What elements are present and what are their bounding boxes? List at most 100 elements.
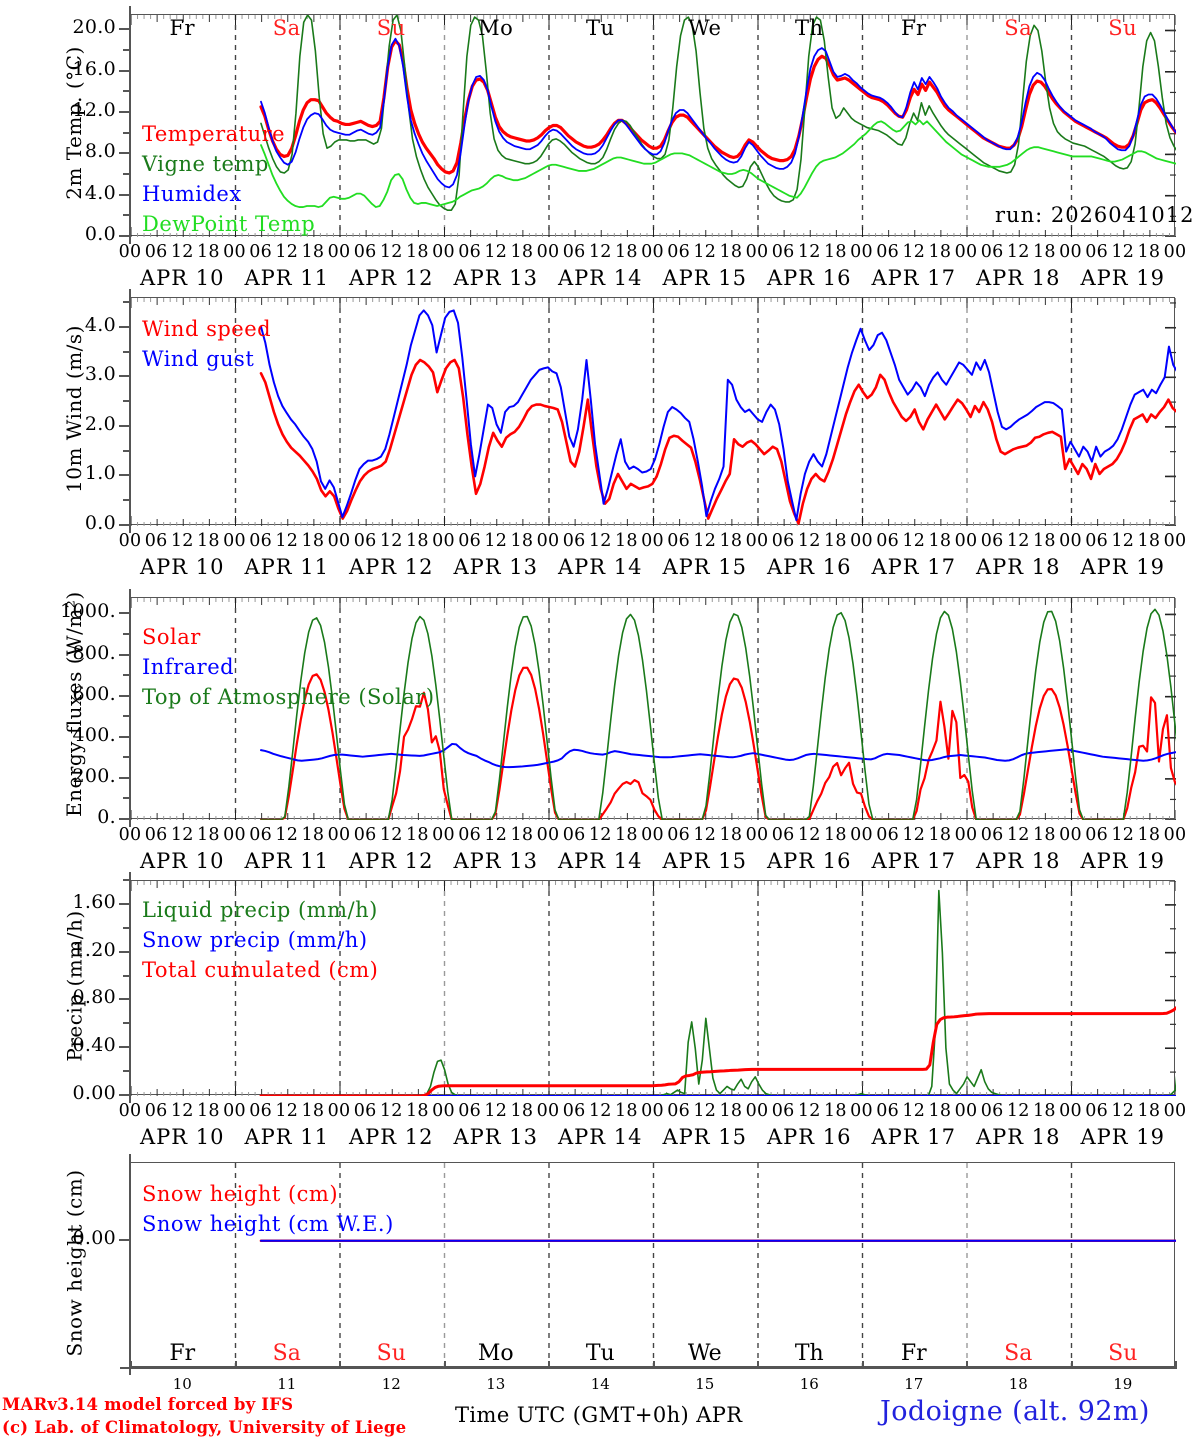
day-number: 11 (277, 1375, 297, 1393)
y-minor-tick (123, 1094, 130, 1096)
hour-label: 18 (196, 531, 220, 551)
hour-label: 06 (876, 1101, 900, 1121)
hour-label: 12 (588, 242, 612, 262)
day-label: APR 15 (662, 849, 748, 873)
hour-label: 18 (301, 242, 325, 262)
bottom-axis-tick (130, 1361, 132, 1369)
y-minor-tick (123, 375, 130, 378)
y-axis-spine-snow_height (129, 1154, 131, 1375)
hour-label: 18 (1032, 1101, 1056, 1121)
y-minor-tick (123, 173, 130, 176)
hour-label: 12 (1111, 825, 1135, 845)
bottom-axis-tick (443, 1361, 446, 1369)
weekday-label-top: Su (376, 16, 406, 40)
legend-temperature-1: Vigne temp (142, 152, 269, 176)
y-minor-tick (123, 879, 130, 881)
hour-label: 12 (1111, 242, 1135, 262)
y-minor-tick (123, 633, 130, 635)
y-axis-label-wind: 10m Wind (m/s) (62, 325, 86, 493)
y-minor-tick (123, 350, 130, 353)
hour-label: 18 (1137, 825, 1161, 845)
weekday-label-bottom: We (687, 1341, 722, 1366)
y-minor-tick (123, 69, 130, 72)
series-wind-gust (260, 309, 1176, 522)
day-label: APR 13 (453, 849, 539, 873)
hour-label: 06 (876, 825, 900, 845)
bottom-axis-tick (861, 1361, 864, 1369)
y-tick-energy_fluxes-1: 200. (72, 764, 116, 787)
y-tick-wind-1: 1.0 (84, 462, 116, 485)
hour-label: 06 (144, 1101, 168, 1121)
hour-label: 18 (510, 825, 534, 845)
hour-label: 06 (458, 242, 482, 262)
bottom-axis-tick (966, 1361, 968, 1369)
y-tick-snow_height-0: 0.00 (72, 1226, 116, 1249)
y-minor-tick (123, 193, 130, 196)
hour-label: 12 (693, 242, 717, 262)
y-minor-tick (123, 400, 130, 403)
hour-label: 12 (275, 825, 299, 845)
y-tick-temperature-5: 20.0 (72, 16, 116, 39)
hour-label: 06 (771, 531, 795, 551)
hour-label: 18 (405, 531, 429, 551)
y-minor-tick (123, 111, 130, 114)
day-label: APR 13 (453, 266, 539, 290)
hour-label: 06 (562, 242, 586, 262)
hour-label: 18 (823, 825, 847, 845)
hour-label: 18 (301, 825, 325, 845)
weekday-label-bottom: Su (376, 1341, 406, 1366)
day-label: APR 14 (557, 266, 643, 290)
legend-temperature-0: Temperature (142, 122, 286, 146)
series-total-cumulated-cm (259, 1005, 1176, 1096)
day-label: APR 18 (975, 849, 1061, 873)
y-axis-label-snow_height: Snow height (cm) (62, 1168, 86, 1357)
day-label: APR 19 (1080, 1125, 1166, 1149)
day-number: 17 (904, 1375, 924, 1393)
series-solar (259, 666, 1176, 820)
legend-energy_fluxes-1: Infrared (142, 655, 235, 679)
day-label: APR 10 (139, 555, 225, 579)
y-minor-tick (123, 1046, 130, 1049)
y-minor-tick (123, 424, 130, 427)
hour-label: 00 (641, 531, 664, 551)
bottom-axis-tick (234, 1361, 237, 1369)
hour-label: 00 (1163, 531, 1187, 551)
hour-label: 12 (588, 531, 612, 551)
day-number: 15 (695, 1375, 715, 1393)
y-minor-tick (123, 499, 130, 502)
day-label: APR 16 (766, 849, 852, 873)
bottom-axis-tick (652, 1361, 655, 1369)
hour-label: 18 (301, 1101, 325, 1121)
hour-label: 12 (379, 531, 403, 551)
hour-label: 00 (641, 825, 664, 845)
hour-tick-labels-wind: 00 06 12 18 00 06 12 18 00 06 12 18 00 06 12 18 00 06 12 18… (0, 531, 1194, 555)
hour-label: 12 (902, 242, 926, 262)
hour-label: 12 (1111, 531, 1135, 551)
y-tick-precipitation-4: 1.60 (72, 890, 116, 913)
hour-label: 00 (432, 1101, 455, 1121)
y-tick-energy_fluxes-5: 1000. (60, 600, 116, 623)
bottom-axis-tick (548, 1361, 550, 1369)
day-label: APR 12 (348, 849, 434, 873)
series-top-of-atmosphere-solar (260, 608, 1176, 820)
legend-temperature-3: DewPoint Temp (142, 212, 316, 236)
hour-label: 18 (823, 531, 847, 551)
hour-label: 12 (693, 825, 717, 845)
weekday-label-bottom: Sa (272, 1341, 301, 1366)
hour-label: 00 (1163, 825, 1187, 845)
hour-label: 12 (1006, 531, 1030, 551)
hour-label: 06 (667, 242, 691, 262)
plot-area-temperature (130, 14, 1176, 237)
day-label: APR 11 (244, 849, 330, 873)
hour-label: 00 (954, 825, 978, 845)
weekday-label-bottom: Fr (900, 1341, 927, 1366)
weekday-label-top: Tu (585, 16, 615, 40)
footer-copyright: (c) Lab. of Climatology, University of L… (2, 1418, 407, 1437)
hour-label: 00 (745, 1101, 769, 1121)
day-label: APR 13 (453, 1125, 539, 1149)
hour-label: 12 (693, 531, 717, 551)
hour-label: 18 (614, 242, 638, 262)
y-minor-tick (123, 974, 130, 977)
legend-precipitation-0: Liquid precip (mm/h) (142, 898, 378, 922)
